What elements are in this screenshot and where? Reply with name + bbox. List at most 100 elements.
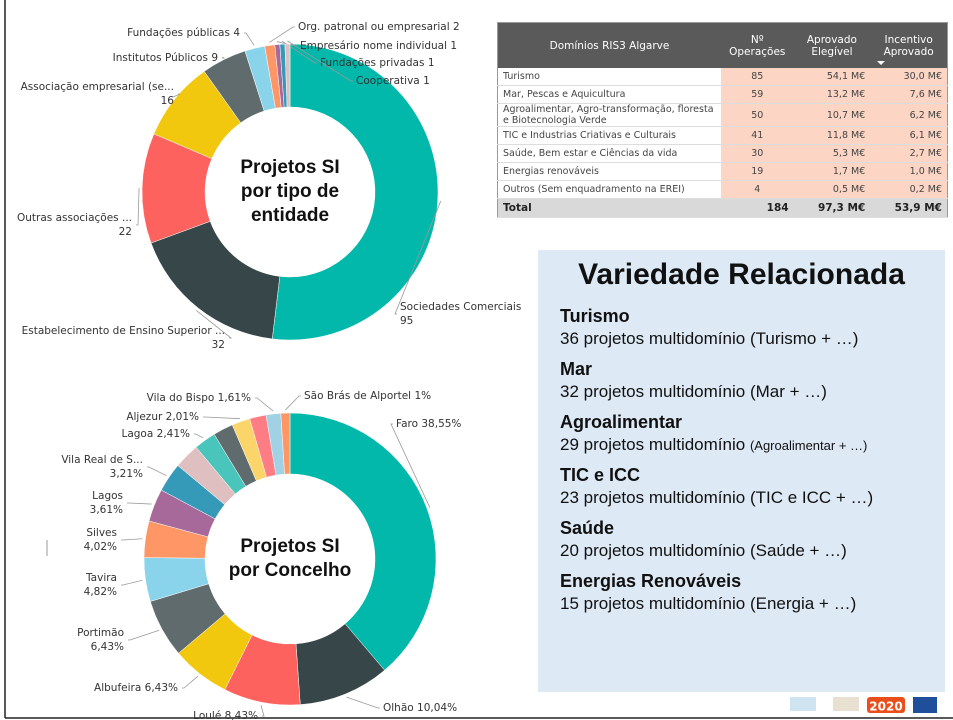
table-cell: 4 [720,180,794,199]
slice-value: 32 [212,339,225,351]
item-detail: (Saúde + …) [749,541,847,560]
item-text: 15 projetos multidomínio (Energia + …) [560,594,945,614]
leader-line [182,675,199,689]
item-detail: (Mar + …) [749,382,827,401]
slice-value: 1 [450,40,457,52]
slice-label: Faro 38,55% [396,418,461,430]
variety-panel: Variedade Relacionada Turismo 36 projetos … [538,250,945,692]
table-cell: Energias renováveis [497,162,721,181]
slice-value: 3,61% [90,504,123,516]
leader-line [127,502,152,505]
item-detail: (Agroalimentar + …) [749,438,868,453]
item-detail: (Turismo + …) [749,329,859,348]
leader-line [121,538,143,541]
item-text: 32 projetos multidomínio (Mar + …) [560,382,945,402]
item-text: 20 projetos multidomínio (Saúde + …) [560,541,945,561]
table-row: Agroalimentar, Agro-transformação, flore… [497,103,948,127]
slice-value: 4,82% [84,586,117,598]
slice-name: Aljezur [126,411,163,423]
slice-label: Sociedades Comerciais [400,301,521,313]
item-name: TIC e ICC [560,465,641,485]
item-count: 29 projetos multidomínio [560,435,746,454]
item-detail: (TIC e ICC + …) [749,488,874,507]
slice-value: 10,04% [417,702,457,714]
table-cell: 50 [720,103,794,127]
table-cell: 7,6 M€ [870,85,948,104]
slice-label: Empresário nome individual 1 [300,40,457,52]
table-row: TIC e Industrias Criativas e Culturais 41… [497,126,948,145]
slice-label: Cooperativa 1 [356,75,430,87]
slice-label: Outras associações ... [17,212,132,224]
table-row: Outros (Sem enquadramento na EREI) 4 0,5 M… [497,180,948,199]
slice-name: Empresário nome individual [300,40,447,52]
table-cell: 54,1 M€ [793,68,871,86]
slice-label: Org. patronal ou empresarial 2 [298,21,460,33]
slice-value: 6,43% [145,682,178,694]
slice-value: 4,02% [84,541,117,553]
center-label: Projetos SI [240,536,339,557]
table-cell: 11,8 M€ [793,126,871,145]
slice-name: Cooperativa [356,75,420,87]
leader-line [172,93,181,98]
slice-label: Loulé 8,43% [193,710,258,720]
slice-value: 2 [453,21,460,33]
slice-label: Albufeira 6,43% [94,682,178,694]
item-name: Turismo [560,306,630,326]
slice-value: 95 [400,315,413,327]
logo-text: 2020 [869,700,902,714]
slice-label: Portimão [77,627,124,639]
leader-line [147,466,167,477]
slice-value: 8,43% [225,710,258,720]
table-cell: Agroalimentar, Agro-transformação, flore… [497,103,721,127]
header-cell: Nº Operações [720,22,794,68]
slice-name: Institutos Públicos [113,52,208,64]
table-cell: 1,0 M€ [870,162,948,181]
slice-value: 2,41% [157,428,190,440]
slice-value: 38,55% [421,418,461,430]
item-text: 29 projetos multidomínio (Agroalimentar … [560,435,945,455]
table-cell: 5,3 M€ [793,144,871,163]
total-cell: Total [497,198,721,218]
slice-label: Lagos [92,490,123,502]
slice-label: Associação empresarial (se... [21,81,174,93]
table-cell: TIC e Industrias Criativas e Culturais [497,126,721,145]
leader-line [121,579,143,586]
header-cell: Aprovado Elegível [793,22,871,68]
table-cell: Saúde, Bem estar e Ciências da vida [497,144,721,163]
table-cell: 2,7 M€ [870,144,948,163]
table-cell: 1,7 M€ [793,162,871,181]
item-count: 15 projetos multidomínio [560,594,746,613]
slice-label: Fundações públicas 4 [127,27,240,39]
header-cell: Incentivo Aprovado [870,22,948,68]
slice-label: Institutos Públicos 9 [113,52,218,64]
table-cell: Mar, Pescas e Aquicultura [497,85,721,104]
item-text: 36 projetos multidomínio (Turismo + …) [560,329,945,349]
item-name: Agroalimentar [560,412,683,432]
slice-name: Org. patronal ou empresarial [298,21,450,33]
panel-title: Variedade Relacionada [578,258,905,291]
leader-line [346,696,380,709]
leader-line [285,395,301,411]
donut-slice [284,43,291,108]
ris3-table: Domínios RIS3 Algarve Nº Operações Aprovad… [497,22,948,218]
item-name: Saúde [560,518,615,538]
center-label: Projetos SI [240,157,339,178]
logo [913,697,937,713]
center-label: entidade [251,205,329,226]
item-count: 32 projetos multidomínio [560,382,746,401]
slice-name: Albufeira [94,682,141,694]
item-count: 36 projetos multidomínio [560,329,746,348]
slice-name: Olhão [383,702,414,714]
slice-label: Vila Real de S... [61,454,143,466]
slice-value: 2,01% [166,411,199,423]
donut-slice [289,412,437,671]
leader-line [136,188,140,226]
table-cell: 0,2 M€ [870,180,948,199]
item-name: Mar [560,359,593,379]
slice-name: Vila do Bispo [147,392,215,404]
leader-line [222,56,226,59]
table-row: Turismo 85 54,1 M€ 30,0 M€ [497,68,948,86]
leader-line [255,397,274,412]
slice-label: Silves [86,527,117,539]
leader-line [194,433,204,439]
